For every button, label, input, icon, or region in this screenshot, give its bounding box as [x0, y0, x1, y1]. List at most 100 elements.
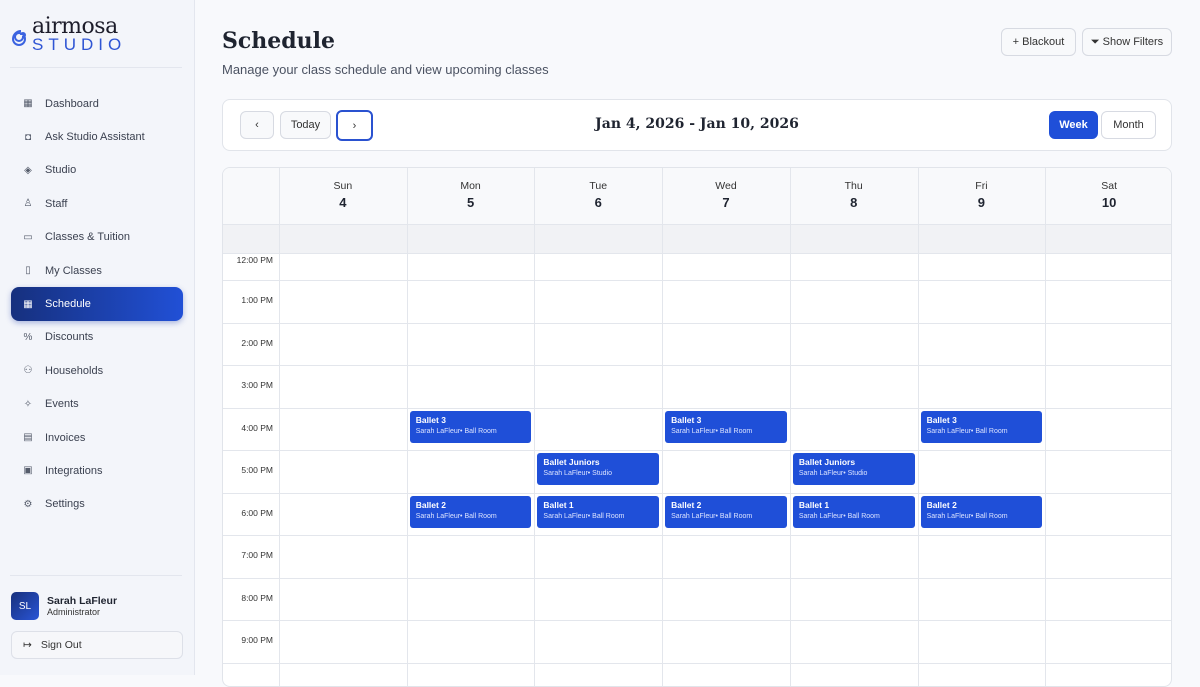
- sidebar-item-schedule[interactable]: ▦ Schedule: [11, 287, 183, 321]
- sidebar-item-label: Schedule: [45, 298, 91, 311]
- class-event[interactable]: Ballet 1 Sarah LaFleur• Ball Room: [537, 495, 660, 528]
- event-detail: Sarah LaFleur• Ball Room: [671, 512, 753, 520]
- day-name: Sat: [1101, 180, 1118, 192]
- users-icon: ⚇: [23, 365, 33, 377]
- grid-line: [223, 224, 1171, 225]
- day-name: Mon: [460, 180, 481, 192]
- sign-out-button[interactable]: ↦ Sign Out: [11, 631, 183, 659]
- robot-icon: ◘: [24, 131, 32, 143]
- sidebar-item-my-classes[interactable]: ▯ My Classes: [11, 254, 183, 287]
- sidebar-item-discounts[interactable]: % Discounts: [11, 321, 183, 354]
- sidebar-item-label: Staff: [45, 197, 68, 210]
- sidebar-item-label: Invoices: [45, 431, 86, 444]
- event-detail: Sarah LaFleur• Ball Room: [415, 512, 497, 520]
- day-header[interactable]: Sat 10: [1045, 168, 1171, 224]
- day-header[interactable]: Thu 8: [789, 168, 918, 224]
- grid-line: [223, 450, 1171, 451]
- class-event[interactable]: Ballet Juniors Sarah LaFleur• Studio: [792, 453, 915, 485]
- class-event[interactable]: Ballet 3 Sarah LaFleur• Ball Room: [920, 410, 1043, 443]
- sidebar-item-dashboard[interactable]: ▦ Dashboard: [11, 87, 183, 120]
- day-header[interactable]: Mon 5: [406, 168, 535, 224]
- grid-line: [223, 577, 1171, 579]
- gear-icon: ⚙: [23, 498, 33, 510]
- class-event[interactable]: Ballet Juniors Sarah LaFleur• Studio: [537, 453, 660, 485]
- all-day-row[interactable]: [223, 224, 1171, 253]
- user-name: Sarah LaFleur: [47, 595, 118, 607]
- file-icon: ▤: [23, 432, 33, 444]
- tag-icon: ◈: [24, 164, 32, 176]
- day-name: Tue: [589, 180, 608, 192]
- sidebar-item-label: Events: [45, 398, 79, 411]
- sidebar-item-classes-tuition[interactable]: ▭ Classes & Tuition: [11, 221, 183, 254]
- show-filters-button[interactable]: ⏷ Show Filters: [1082, 28, 1172, 56]
- week-label: Week: [1059, 119, 1088, 131]
- grid-line: [223, 620, 1171, 621]
- sidebar-item-label: Settings: [45, 498, 85, 511]
- sidebar-item-settings[interactable]: ⚙ Settings: [11, 488, 183, 521]
- month-view-button[interactable]: Month: [1101, 111, 1156, 139]
- day-header[interactable]: Sun 4: [279, 168, 407, 224]
- time-label: 6:00 PM: [241, 507, 273, 518]
- book-open-icon: ▯: [25, 265, 31, 277]
- grid-line: [223, 280, 1171, 281]
- user-profile[interactable]: SL Sarah LaFleur Administrator: [11, 592, 117, 620]
- event-detail: Sarah LaFleur• Ball Room: [926, 512, 1008, 520]
- event-detail: Sarah LaFleur• Studio: [543, 470, 613, 477]
- time-label: 7:00 PM: [241, 550, 273, 560]
- sidebar-item-households[interactable]: ⚇ Households: [11, 354, 183, 387]
- sidebar-item-integrations[interactable]: ▣ Integrations: [11, 454, 183, 487]
- class-event[interactable]: Ballet 2 Sarah LaFleur• Ball Room: [409, 495, 532, 528]
- blackout-button[interactable]: + Blackout: [1001, 28, 1076, 56]
- grid-line: [662, 168, 664, 686]
- week-view-button[interactable]: Week: [1049, 111, 1098, 139]
- event-title: Ballet 2: [926, 499, 957, 510]
- sidebar-item-staff[interactable]: ♙ Staff: [11, 187, 183, 220]
- day-number: 6: [594, 195, 602, 210]
- sidebar-item-invoices[interactable]: ▤ Invoices: [11, 421, 183, 454]
- day-header[interactable]: Tue 6: [534, 168, 663, 224]
- chevron-left-icon: ‹: [255, 119, 259, 131]
- prev-week-button[interactable]: ‹: [240, 111, 274, 139]
- grid-line: [223, 365, 1171, 366]
- time-label: 2:00 PM: [241, 337, 273, 348]
- logo[interactable]: airmosa STUDIO: [10, 14, 180, 54]
- grid-line: [223, 253, 1171, 254]
- avatar: SL: [11, 592, 39, 620]
- spiral-logo-icon: [11, 30, 26, 46]
- day-header[interactable]: Fri 9: [917, 168, 1046, 224]
- day-header[interactable]: Wed 7: [662, 168, 790, 224]
- class-event[interactable]: Ballet 3 Sarah LaFleur• Ball Room: [665, 410, 787, 443]
- sidebar-item-events[interactable]: ✧ Events: [11, 388, 183, 421]
- day-number: 5: [466, 195, 475, 210]
- today-button[interactable]: Today: [280, 111, 331, 139]
- sidebar-item-label: Dashboard: [45, 97, 99, 110]
- event-detail: Sarah LaFleur• Ball Room: [926, 427, 1008, 435]
- time-label: 5:00 PM: [241, 465, 273, 475]
- month-label: Month: [1113, 119, 1144, 131]
- time-label: 1:00 PM: [241, 295, 273, 305]
- party-icon: ✧: [23, 398, 33, 410]
- day-number: 7: [722, 195, 730, 210]
- event-title: Ballet 3: [671, 414, 702, 425]
- class-event[interactable]: Ballet 2 Sarah LaFleur• Ball Room: [920, 495, 1043, 528]
- class-event[interactable]: Ballet 3 Sarah LaFleur• Ball Room: [409, 410, 532, 443]
- calendar-days-icon: ▦: [23, 298, 33, 310]
- time-label: 8:00 PM: [241, 592, 273, 603]
- grid-line: [223, 322, 1171, 324]
- class-event[interactable]: Ballet 2 Sarah LaFleur• Ball Room: [665, 495, 787, 528]
- event-detail: Sarah LaFleur• Ball Room: [798, 512, 880, 520]
- sidebar-item-ask-studio-assistant[interactable]: ◘ Ask Studio Assistant: [11, 120, 183, 153]
- chevron-right-icon: ›: [352, 119, 357, 132]
- time-label: 3:00 PM: [241, 380, 273, 390]
- sidebar-item-studio[interactable]: ◈ Studio: [11, 154, 183, 187]
- next-week-button[interactable]: ›: [336, 110, 373, 141]
- user-check-icon: ♙: [23, 198, 33, 210]
- class-event[interactable]: Ballet 1 Sarah LaFleur• Ball Room: [792, 495, 915, 528]
- sidebar-item-label: Ask Studio Assistant: [45, 131, 145, 144]
- sidebar-item-label: Households: [45, 364, 104, 377]
- date-range: Jan 4, 2026 - Jan 10, 2026: [595, 116, 799, 132]
- folder-link-icon: ▣: [23, 465, 33, 477]
- event-detail: Sarah LaFleur• Ball Room: [671, 427, 753, 435]
- event-detail: Sarah LaFleur• Ball Room: [543, 512, 625, 520]
- filters-label: Show Filters: [1102, 36, 1164, 48]
